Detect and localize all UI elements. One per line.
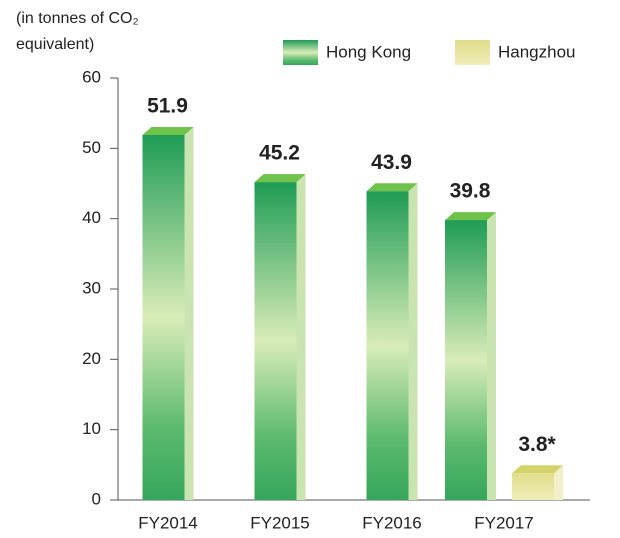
x-tick-label: FY2016 [362, 513, 422, 532]
bar-top [445, 212, 496, 221]
bar-side [408, 183, 418, 500]
y-tick-label: 30 [82, 278, 101, 297]
y-tick-label: 60 [82, 67, 101, 86]
y-axis-label: (in tonnes of CO₂ equivalent) [16, 10, 139, 53]
bar [512, 473, 554, 500]
bar [445, 220, 487, 500]
value-label: 51.9 [147, 95, 188, 118]
bar-top [254, 174, 306, 183]
y-tick-label: 10 [82, 419, 101, 438]
bar-side [487, 212, 496, 500]
legend-label: Hong Kong [326, 42, 411, 61]
value-label: 43.9 [371, 151, 412, 174]
y-tick-label: 40 [82, 208, 101, 227]
value-label: 3.8* [518, 433, 556, 456]
y-tick-label: 50 [82, 138, 101, 157]
bar-top [512, 465, 563, 474]
bar-top [142, 126, 194, 135]
x-tick-label: FY2017 [474, 513, 534, 532]
legend-swatch [283, 40, 318, 65]
bar [142, 134, 185, 500]
y-tick-label: 20 [82, 349, 101, 368]
bar [254, 182, 297, 501]
legend-swatch [455, 40, 490, 65]
y-tick-label: 0 [92, 489, 101, 508]
x-tick-label: FY2015 [250, 513, 310, 532]
bar-top [366, 183, 418, 192]
bar-side [296, 174, 306, 501]
x-tick-label: FY2014 [138, 513, 198, 532]
legend-label: Hangzhou [498, 42, 576, 61]
bar-side [554, 465, 563, 500]
value-label: 45.2 [259, 142, 300, 165]
value-label: 39.8 [450, 180, 491, 203]
bar [366, 191, 409, 500]
bar-side [184, 126, 194, 500]
